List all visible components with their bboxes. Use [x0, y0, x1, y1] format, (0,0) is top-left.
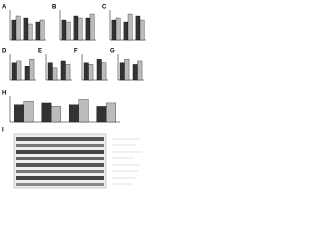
bar	[11, 62, 17, 81]
bar	[13, 104, 24, 123]
panel-label: E	[38, 49, 42, 55]
bar	[52, 67, 58, 81]
bar	[123, 21, 129, 41]
panel-label: B	[52, 5, 57, 11]
bar	[96, 59, 102, 81]
bar	[65, 64, 71, 81]
bar	[15, 15, 21, 41]
bar	[132, 64, 138, 81]
bar	[23, 101, 34, 123]
bar	[101, 62, 107, 81]
bar	[89, 13, 95, 41]
bar	[139, 19, 145, 41]
bar	[27, 23, 33, 41]
bar	[77, 17, 83, 41]
panel-label: A	[2, 5, 7, 11]
bar	[96, 106, 107, 123]
bar	[68, 104, 79, 123]
panel-label: D	[2, 49, 7, 55]
bar	[11, 19, 17, 41]
bar	[115, 17, 121, 41]
bar	[61, 19, 67, 41]
bar	[106, 102, 117, 123]
panel-label: G	[110, 49, 115, 55]
bar	[137, 60, 143, 81]
bar	[23, 17, 29, 41]
panel-label: F	[74, 49, 78, 55]
bar	[83, 62, 89, 81]
bar	[60, 60, 66, 81]
bar	[85, 17, 91, 41]
bar	[47, 62, 53, 81]
bar	[111, 19, 117, 41]
bar	[78, 99, 89, 123]
bar	[73, 15, 79, 41]
panel-label: I	[2, 128, 4, 134]
bar	[88, 64, 94, 81]
bar	[135, 15, 141, 41]
bar	[65, 21, 71, 41]
panel-label: C	[102, 5, 107, 11]
bar	[119, 62, 125, 81]
bar	[127, 13, 133, 41]
bar	[16, 60, 22, 81]
bar	[51, 106, 62, 123]
figure: I A B C D E F G H	[2, 5, 146, 189]
panel-label: H	[2, 91, 6, 97]
bar	[24, 65, 30, 81]
bar	[41, 102, 52, 123]
bar	[29, 59, 35, 81]
western-blot	[13, 133, 142, 189]
bar	[35, 21, 41, 41]
bar	[124, 59, 130, 81]
bar	[39, 19, 45, 41]
